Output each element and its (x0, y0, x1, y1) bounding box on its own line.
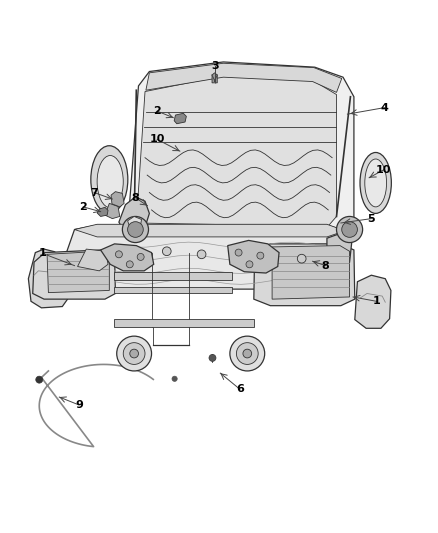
Circle shape (232, 247, 241, 256)
Text: 8: 8 (322, 261, 329, 271)
Circle shape (235, 249, 242, 256)
Text: 1: 1 (39, 248, 46, 259)
Polygon shape (56, 225, 345, 289)
Text: 1: 1 (373, 296, 381, 306)
Circle shape (137, 254, 144, 261)
Polygon shape (254, 244, 355, 305)
Polygon shape (101, 244, 154, 271)
Polygon shape (212, 73, 217, 83)
Circle shape (127, 222, 143, 237)
Circle shape (336, 216, 363, 243)
Polygon shape (78, 249, 108, 271)
Polygon shape (33, 250, 116, 299)
Circle shape (267, 250, 276, 259)
Polygon shape (114, 319, 254, 327)
Circle shape (130, 349, 138, 358)
Polygon shape (136, 76, 336, 227)
Polygon shape (114, 272, 232, 279)
Text: 3: 3 (211, 61, 219, 71)
Polygon shape (119, 197, 149, 234)
Circle shape (342, 222, 357, 237)
Circle shape (162, 247, 171, 256)
Ellipse shape (365, 159, 387, 207)
Circle shape (257, 252, 264, 259)
Polygon shape (146, 63, 342, 92)
Polygon shape (28, 249, 67, 308)
Circle shape (230, 336, 265, 371)
Polygon shape (97, 207, 108, 216)
Ellipse shape (91, 146, 128, 213)
Text: 5: 5 (367, 214, 375, 224)
Text: 4: 4 (381, 103, 389, 112)
Circle shape (36, 376, 43, 383)
Polygon shape (114, 287, 232, 294)
Polygon shape (228, 240, 279, 273)
Text: 9: 9 (75, 400, 83, 410)
Polygon shape (47, 251, 110, 293)
Text: 2: 2 (79, 202, 87, 212)
Polygon shape (355, 275, 391, 328)
Ellipse shape (97, 156, 123, 208)
Polygon shape (105, 204, 120, 219)
Circle shape (132, 253, 141, 261)
Circle shape (172, 376, 177, 382)
Circle shape (197, 250, 206, 259)
Text: 8: 8 (131, 193, 139, 203)
Circle shape (243, 349, 252, 358)
Circle shape (297, 254, 306, 263)
Polygon shape (74, 224, 345, 237)
Polygon shape (327, 232, 352, 266)
Circle shape (117, 336, 152, 371)
Polygon shape (272, 246, 350, 299)
Circle shape (237, 343, 258, 365)
Text: 6: 6 (236, 384, 244, 394)
Circle shape (209, 354, 216, 361)
Circle shape (246, 261, 253, 268)
Circle shape (126, 261, 133, 268)
Polygon shape (127, 216, 141, 231)
Text: 10: 10 (149, 134, 165, 144)
Polygon shape (127, 62, 354, 239)
Polygon shape (174, 114, 186, 124)
Circle shape (116, 251, 122, 258)
Circle shape (122, 216, 148, 243)
Polygon shape (111, 192, 124, 207)
Text: 7: 7 (90, 188, 98, 198)
Ellipse shape (360, 152, 391, 213)
Text: 10: 10 (376, 165, 391, 175)
Circle shape (123, 343, 145, 365)
Text: 2: 2 (153, 106, 161, 116)
